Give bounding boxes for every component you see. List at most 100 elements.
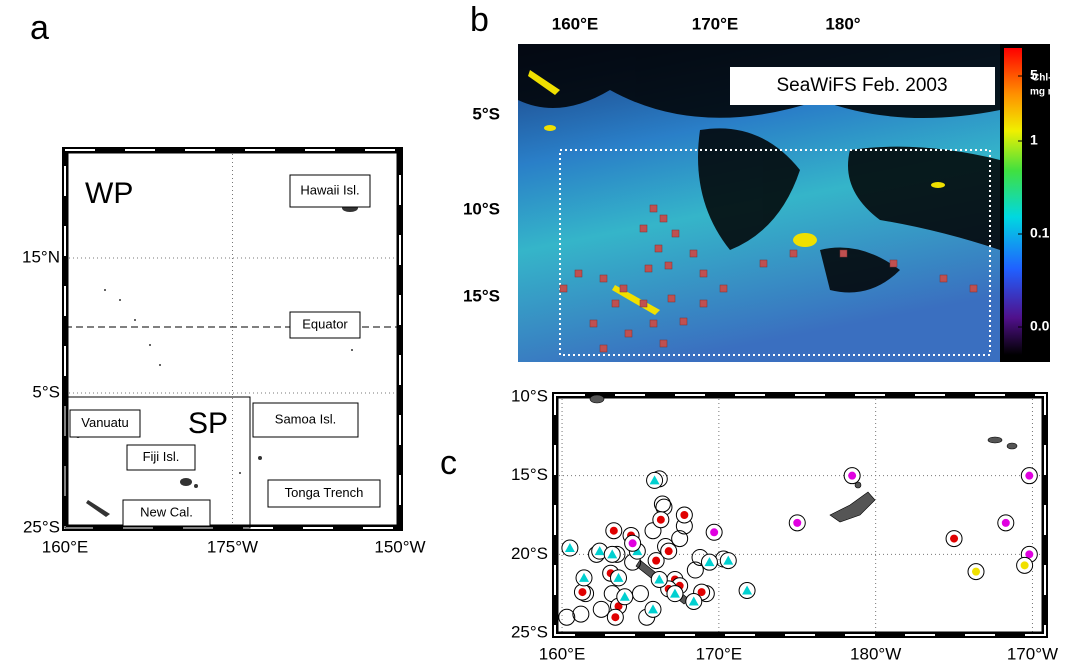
annotation: Samoa Isl. bbox=[275, 411, 336, 426]
annotation: Tonga Trench bbox=[285, 485, 364, 500]
y-tick-label: 15°N bbox=[22, 247, 60, 266]
station-square bbox=[789, 249, 798, 258]
y-tick-label: 15°S bbox=[511, 465, 548, 484]
islands bbox=[73, 197, 358, 517]
station bbox=[614, 602, 623, 611]
annotation: New Cal. bbox=[140, 504, 193, 519]
station bbox=[704, 557, 715, 567]
y-tick-label: 15°S bbox=[463, 286, 500, 305]
annotation: Hawaii Isl. bbox=[300, 182, 359, 197]
station bbox=[609, 526, 618, 535]
station-square bbox=[839, 249, 848, 258]
station-square bbox=[559, 284, 568, 293]
y-tick-label: 25°S bbox=[511, 622, 548, 641]
study-area bbox=[559, 149, 991, 356]
station-square bbox=[719, 284, 728, 293]
station bbox=[613, 572, 624, 582]
panel-label: c bbox=[440, 444, 457, 482]
station bbox=[578, 588, 587, 597]
station bbox=[607, 549, 618, 559]
station-squares bbox=[559, 204, 978, 353]
map-border bbox=[67, 152, 398, 526]
land bbox=[528, 70, 945, 315]
station bbox=[652, 556, 661, 565]
station-square bbox=[639, 224, 648, 233]
x-tick-label: 160°E bbox=[539, 644, 586, 663]
panel-c: 160°E 170°E 180°W 170°W 10°S 15°S 20°S 25°S bbox=[511, 387, 1058, 664]
colorbar-tick-label: 0.1 bbox=[1030, 225, 1050, 241]
station bbox=[742, 585, 753, 595]
station bbox=[564, 543, 575, 553]
map-frame-inner bbox=[554, 394, 1046, 636]
station-square bbox=[699, 299, 708, 308]
y-tick-label: 25°S bbox=[23, 517, 60, 536]
annotation-box bbox=[126, 444, 196, 471]
station bbox=[1025, 471, 1034, 480]
station-square bbox=[699, 269, 708, 278]
station bbox=[950, 534, 959, 543]
station bbox=[697, 588, 706, 597]
station bbox=[631, 585, 649, 603]
station-square bbox=[654, 244, 663, 253]
panel-b: 160°E 170°E 180° 5°S 10°S 15°S 5 1 0.1 0.01 bbox=[463, 14, 1058, 333]
x-tick-label: 160°E bbox=[552, 14, 599, 33]
station-square bbox=[679, 317, 688, 326]
station bbox=[628, 539, 637, 548]
station-square bbox=[599, 344, 608, 353]
station-square bbox=[624, 329, 633, 338]
station bbox=[664, 547, 673, 556]
station bbox=[558, 608, 576, 626]
x-tick-label: 170°W bbox=[1007, 644, 1058, 663]
annotation-box bbox=[122, 499, 211, 527]
y-tick-label: 5°S bbox=[472, 104, 500, 123]
station-square bbox=[759, 259, 768, 268]
colorbar-tick-label: 0.01 bbox=[1030, 318, 1057, 334]
annotation-box bbox=[252, 402, 359, 438]
colorbar-unit: mg m bbox=[1030, 87, 1057, 98]
title-box bbox=[730, 67, 995, 105]
station bbox=[619, 591, 630, 601]
annotation-box bbox=[69, 409, 141, 438]
station-square bbox=[649, 204, 658, 213]
colorbar-tick-label: 1 bbox=[1030, 132, 1038, 148]
station bbox=[972, 567, 981, 576]
station bbox=[592, 600, 610, 618]
station-square bbox=[667, 294, 676, 303]
colorbar-tick-label: 5 bbox=[1030, 67, 1038, 83]
islands bbox=[589, 394, 1018, 605]
station-square bbox=[659, 339, 668, 348]
station-square bbox=[671, 229, 680, 238]
annotation: Fiji Isl. bbox=[143, 449, 180, 464]
station-square bbox=[969, 284, 978, 293]
station bbox=[671, 530, 689, 548]
station-square bbox=[664, 261, 673, 270]
panel-label: b bbox=[470, 1, 489, 39]
region-label: SP bbox=[188, 407, 228, 440]
station bbox=[594, 546, 605, 556]
region-label: WP bbox=[85, 177, 133, 210]
station bbox=[1001, 518, 1010, 527]
station bbox=[680, 511, 689, 519]
station bbox=[649, 475, 660, 485]
image-title: SeaWiFS Feb. 2003 bbox=[776, 75, 947, 96]
annotation: Equator bbox=[302, 316, 348, 331]
panel-label: a bbox=[30, 9, 49, 47]
station bbox=[848, 471, 857, 480]
y-tick-label: 10°S bbox=[511, 387, 548, 406]
map-border bbox=[557, 397, 1043, 633]
y-tick-label: 5°S bbox=[32, 382, 60, 401]
station-square bbox=[574, 269, 583, 278]
x-tick-label: 175°W bbox=[207, 537, 258, 556]
x-tick-label: 180° bbox=[825, 14, 860, 33]
station bbox=[1025, 550, 1034, 559]
station bbox=[710, 528, 719, 537]
annotations: Hawaii Isl. Equator Vanuatu Samoa Isl. Fiji … bbox=[69, 174, 381, 527]
annotation-box bbox=[289, 311, 361, 339]
station bbox=[579, 572, 590, 582]
station-square bbox=[639, 299, 648, 308]
station bbox=[688, 596, 699, 606]
sp-box bbox=[64, 396, 251, 529]
station-square bbox=[649, 319, 658, 328]
station-square bbox=[589, 319, 598, 328]
